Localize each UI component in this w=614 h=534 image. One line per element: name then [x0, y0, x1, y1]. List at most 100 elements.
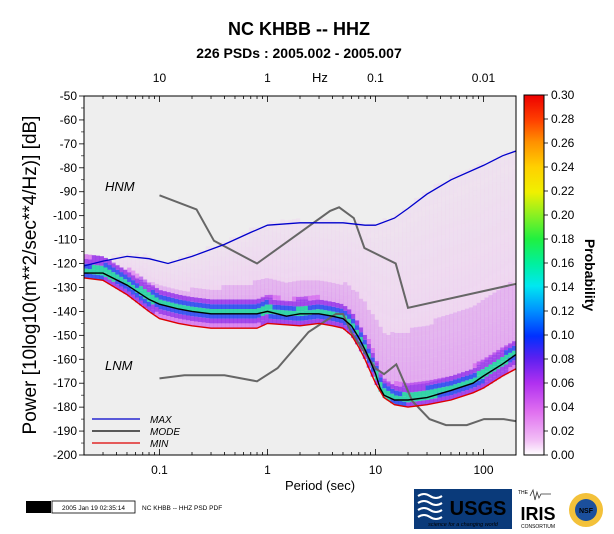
heatmap-cell [127, 267, 132, 273]
heatmap-cell [166, 282, 171, 288]
heatmap-cell [457, 368, 462, 374]
heatmap-cell [288, 234, 293, 239]
heatmap-cell [370, 309, 375, 315]
heatmap-cell [492, 345, 497, 351]
heatmap-cell [468, 316, 474, 322]
heatmap-cell [382, 285, 387, 291]
heatmap-cell [162, 310, 167, 316]
heatmap-cell [280, 257, 285, 263]
heatmap-cell [464, 227, 470, 233]
heatmap-cell [362, 291, 368, 297]
heatmap-cell [209, 261, 214, 266]
heatmap-cell [178, 304, 183, 310]
heatmap-cell [496, 170, 501, 176]
heatmap-cell [264, 258, 269, 264]
heatmap-cell [457, 315, 462, 321]
heatmap-cell [504, 270, 509, 276]
heatmap-cell [362, 229, 368, 235]
heatmap-cell [378, 331, 383, 337]
heatmap-cell [186, 267, 191, 273]
heatmap-cell [488, 237, 493, 243]
heatmap-cell [119, 253, 124, 259]
heatmap-cell [213, 280, 218, 286]
heatmap-cell [457, 234, 462, 240]
heatmap-cell [461, 190, 466, 196]
heatmap-cell [496, 328, 501, 334]
usgs-tagline: science for a changing world [428, 522, 499, 528]
heatmap-cell [457, 287, 462, 293]
heatmap-cell [406, 332, 411, 338]
heatmap-cell [425, 349, 430, 355]
heatmap-cell [111, 276, 116, 282]
heatmap-cell [205, 322, 210, 328]
heatmap-cell [508, 224, 513, 230]
heatmap-cell [264, 273, 269, 279]
heatmap-cell [492, 177, 497, 183]
heatmap-cell [480, 357, 485, 363]
heatmap-cell [406, 261, 411, 266]
heatmap-cell [461, 333, 466, 339]
heatmap-cell [484, 249, 489, 255]
heatmap-cell [504, 222, 509, 228]
heatmap-cell [327, 262, 332, 268]
heatmap-cell [386, 363, 391, 369]
heatmap-cell [476, 278, 481, 284]
heatmap-cell [272, 246, 277, 251]
heatmap-cell [409, 365, 415, 371]
nsf-seal-globe [575, 499, 597, 521]
heatmap-cell [319, 271, 324, 276]
heatmap-cell [484, 240, 489, 245]
heatmap-cell [461, 228, 466, 234]
heatmap-cell [374, 329, 379, 335]
heatmap-cell [457, 215, 462, 221]
heatmap-cell [201, 322, 207, 328]
heatmap-cell [327, 229, 332, 235]
heatmap-cell [237, 246, 242, 252]
heatmap-cell [390, 336, 395, 342]
heatmap-cell [386, 220, 391, 225]
heatmap-cell [229, 256, 234, 262]
heatmap-cell [276, 295, 281, 300]
heatmap-cell [382, 304, 387, 310]
heatmap-cell [394, 366, 399, 372]
heatmap-cell [311, 241, 317, 247]
heatmap-cell [433, 304, 438, 309]
heatmap-cell [437, 365, 442, 370]
heatmap-cell [182, 319, 187, 325]
heatmap-cell [390, 279, 395, 285]
heatmap-cell [457, 268, 462, 273]
heatmap-cell [421, 278, 426, 284]
heatmap-cell [386, 263, 391, 268]
heatmap-cell [433, 323, 438, 329]
heatmap-cell [437, 317, 442, 323]
heatmap-cell [237, 237, 242, 242]
heatmap-cell [264, 318, 269, 324]
heatmap-cell [358, 322, 364, 328]
heatmap-cell [500, 187, 505, 192]
heatmap-cell [421, 335, 426, 341]
heatmap-cell [284, 305, 289, 311]
heatmap-cell [464, 351, 470, 357]
heatmap-cell [441, 354, 446, 360]
heatmap-cell [154, 311, 159, 317]
heatmap-cell [453, 326, 458, 332]
heatmap-cell [508, 167, 513, 172]
heatmap-cell [468, 173, 474, 179]
heatmap-cell [472, 343, 478, 349]
heatmap-cell [197, 321, 203, 327]
heatmap-cell [480, 319, 485, 324]
heatmap-cell [492, 187, 497, 193]
heatmap-cell [351, 328, 356, 334]
heatmap-cell [370, 275, 375, 281]
heatmap-cell [358, 317, 364, 323]
heatmap-cell [190, 320, 195, 326]
heatmap-cell [421, 350, 426, 355]
heatmap-cell [315, 309, 320, 314]
heatmap-cell [464, 255, 470, 261]
heatmap-cell [233, 318, 238, 324]
heatmap-cell [402, 246, 407, 252]
heatmap-cell [445, 362, 450, 368]
heatmap-cell [362, 234, 368, 240]
heatmap-cell [284, 273, 289, 278]
heatmap-cell [174, 274, 179, 280]
